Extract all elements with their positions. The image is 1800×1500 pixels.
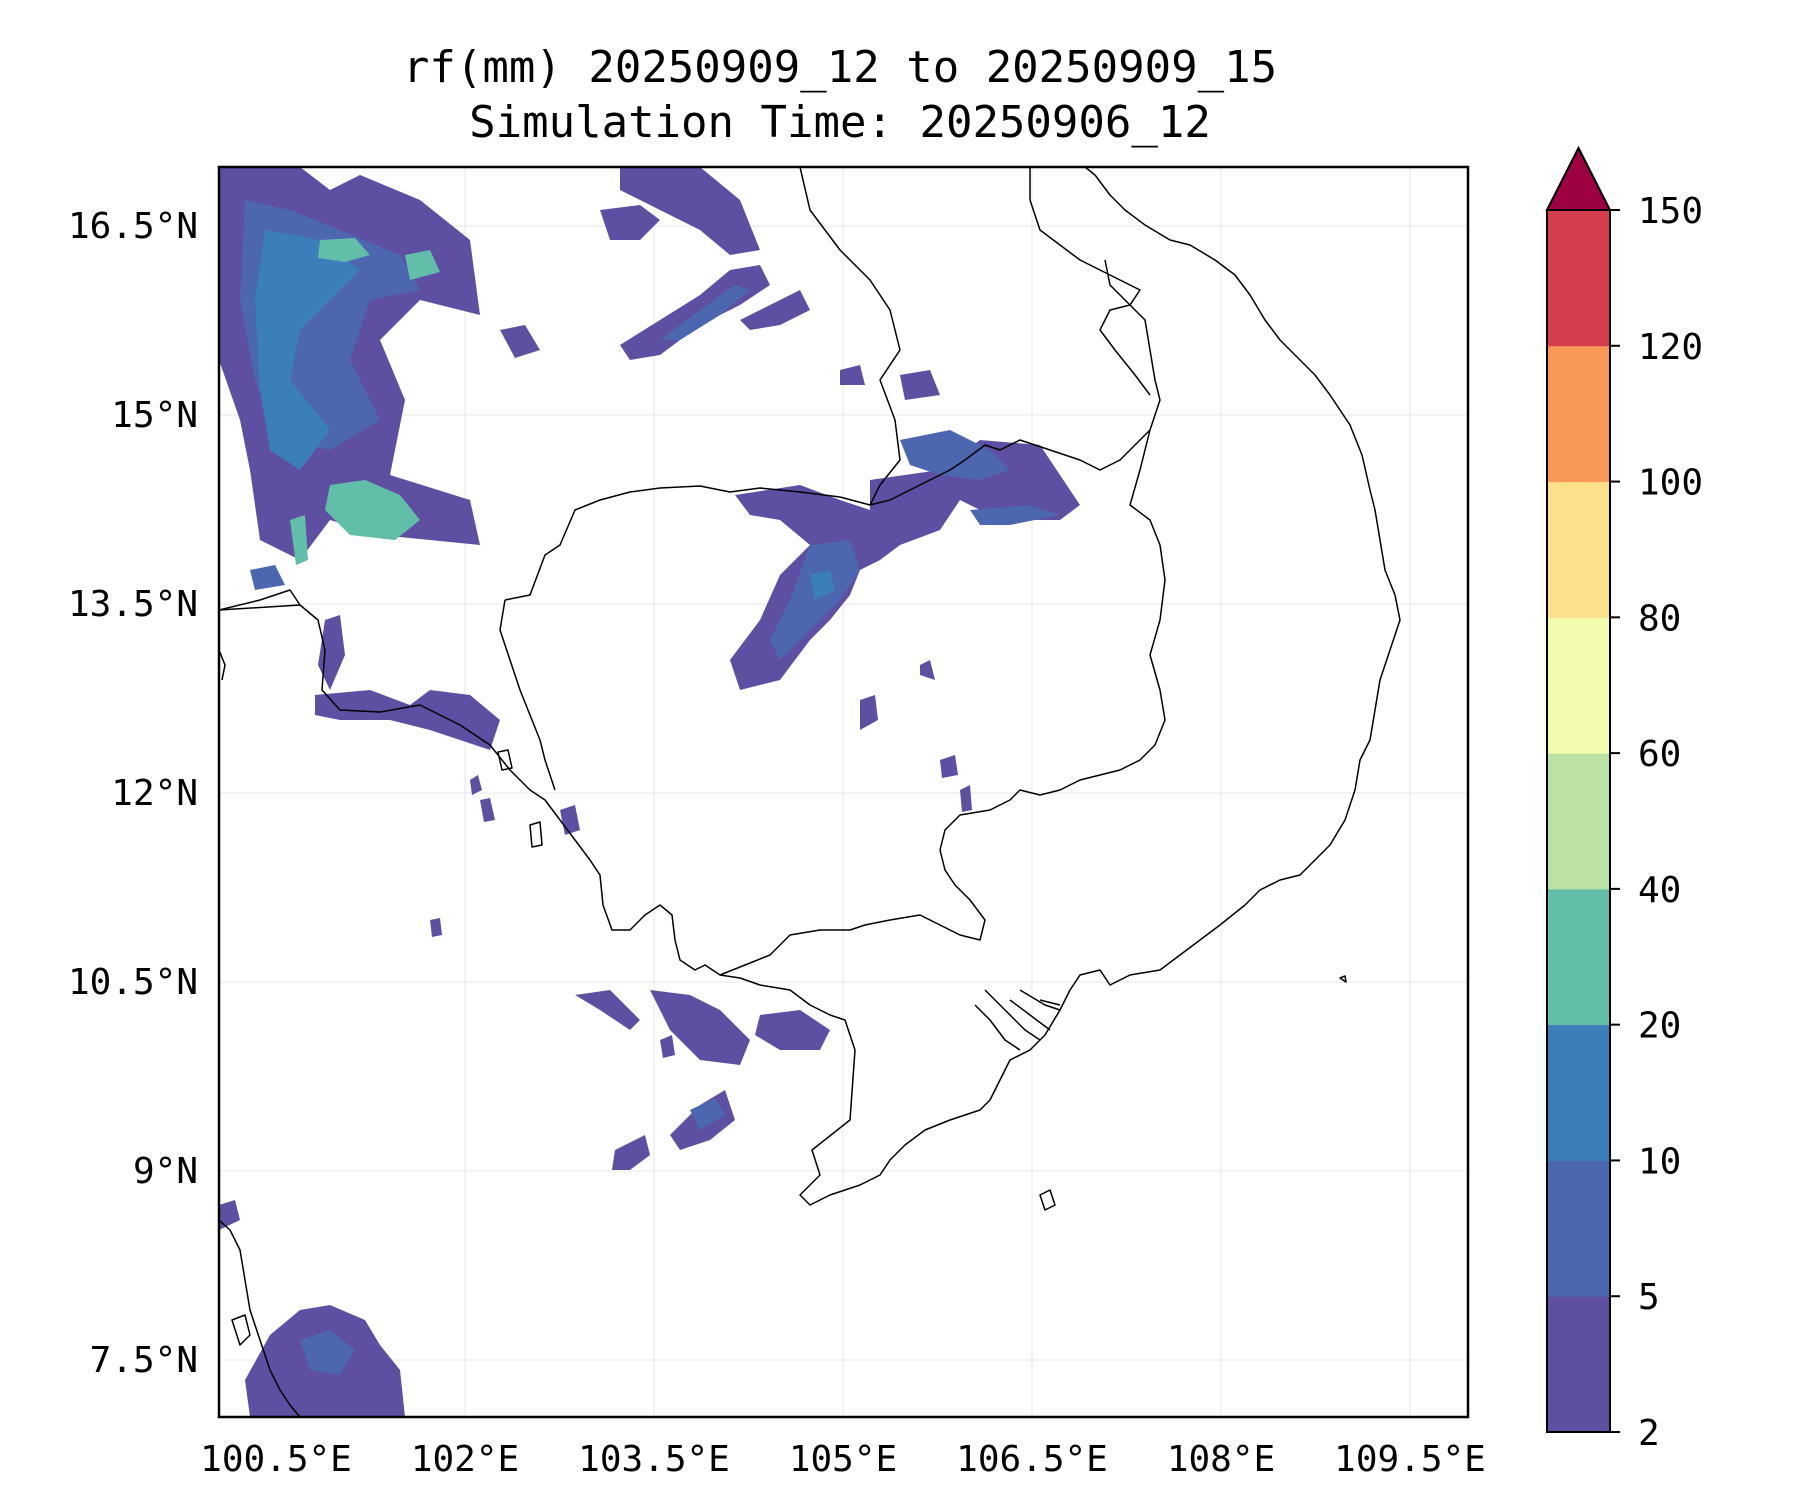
colorbar-tick-label: 150 [1638,191,1703,232]
colorbar-segment [1547,753,1610,890]
colorbar-extend-triangle [1545,145,1612,211]
lat-tick-label: 16.5°N [68,206,198,247]
colorbar: 2 5 10 20 40 60 80 100 120 150 [1545,145,1703,1454]
lon-tick-label: 109.5°E [1334,1439,1486,1480]
colorbar-segment [1547,1024,1610,1161]
lat-tick-label: 15°N [111,395,198,436]
islands [497,749,1347,1211]
rain-region-malay-peninsula [219,1200,240,1230]
colorbar-segment [1547,1296,1610,1433]
gulf-of-thailand-coastline [219,167,1401,1206]
colorbar-tick-label: 5 [1638,1277,1660,1318]
map-frame [217,165,1470,1419]
colorbar-tick-label: 60 [1638,734,1681,775]
lon-tick-label: 102°E [411,1439,519,1480]
rain-region-n-cambodia-mid [900,430,1010,480]
rain-cell [860,695,878,730]
chart-title-line1: rf(mm) 20250909_12 to 20250909_15 [403,42,1277,93]
rain-cell-teal [405,250,440,280]
colorbar-tick-label: 100 [1638,463,1703,504]
rain-cell [470,775,482,795]
rain-region-malay-peninsula [300,1330,355,1375]
rain-cell [500,325,540,358]
rain-cell-teal [290,515,308,565]
colorbar-segment [1547,345,1610,483]
rain-region-laos-streak [620,167,760,255]
colorbar-tick-label: 80 [1638,598,1681,639]
rain-cell [840,365,865,385]
lon-tick-label: 103.5°E [578,1439,730,1480]
rain-cell-teal [318,238,370,262]
malay-peninsula-coast [219,1219,301,1417]
colorbar-tick-label: 2 [1638,1413,1660,1454]
lat-tick-label: 12°N [111,773,198,814]
rain-cell [660,1035,675,1058]
rain-cell [940,755,958,778]
thailand-laos-border [219,167,1151,611]
lon-tick-label: 106.5°E [956,1439,1108,1480]
rainfall-contours [219,167,1080,1417]
cambodia-border [499,259,1166,976]
lon-tick-label: 100.5°E [200,1439,352,1480]
colorbar-tick-label: 120 [1638,327,1703,368]
colorbar-segment [1547,481,1610,618]
rain-cell-teal [325,480,420,540]
colorbar-segment [1547,617,1610,754]
rain-region-gulf-coast [315,690,500,750]
rain-cell [900,370,940,400]
rain-region-laos-streak [600,205,660,240]
rain-region-n-cambodia-mid [970,505,1060,525]
colorbar-tick-label: 10 [1638,1141,1681,1182]
lat-tick-labels: 16.5°N 15°N 13.5°N 12°N 10.5°N 9°N 7.5°N [68,206,198,1381]
mekong-delta-coast [974,989,1061,1051]
colorbar-tick-label: 20 [1638,1006,1681,1047]
rain-region-laos-streak [660,285,750,340]
rain-region-n-cambodia-core [810,570,835,600]
lat-tick-label: 10.5°N [68,962,198,1003]
rain-cell [920,660,935,680]
rain-cell [250,565,285,590]
rain-region-n-cambodia [730,440,1080,690]
rain-region-gulf-south [650,990,750,1065]
colorbar-segment [1547,1160,1610,1297]
colorbar-segment [1547,888,1610,1026]
map-panel: 100.5°E 102°E 103.5°E 105°E 106.5°E 108°… [68,165,1486,1480]
rain-region-nw-thailand-core [255,230,360,470]
lat-tick-label: 9°N [133,1151,198,1192]
colorbar-frame [1546,209,1611,1433]
rain-cell [480,798,495,822]
rain-region-gulf-south [755,1010,830,1050]
lat-tick-label: 13.5°N [68,584,198,625]
chart-title-line2: Simulation Time: 20250906_12 [469,97,1211,148]
lon-tick-label: 105°E [789,1439,897,1480]
lat-tick-label: 7.5°N [90,1340,198,1381]
rain-cell [430,918,442,937]
rain-region-gulf-south [612,1135,650,1170]
rain-cell [960,785,972,812]
rain-region-gulf-south [575,990,640,1030]
coastlines-and-borders [219,167,1401,1417]
lon-tick-labels: 100.5°E 102°E 103.5°E 105°E 106.5°E 108°… [200,1439,1486,1480]
colorbar-segment [1547,210,1610,347]
rain-region-gulf-south [690,1098,725,1130]
colorbar-tick-label: 40 [1638,870,1681,911]
rain-region-gulf-coast [318,615,345,690]
rain-region-laos-streak [740,290,810,330]
lon-tick-label: 108°E [1167,1439,1275,1480]
